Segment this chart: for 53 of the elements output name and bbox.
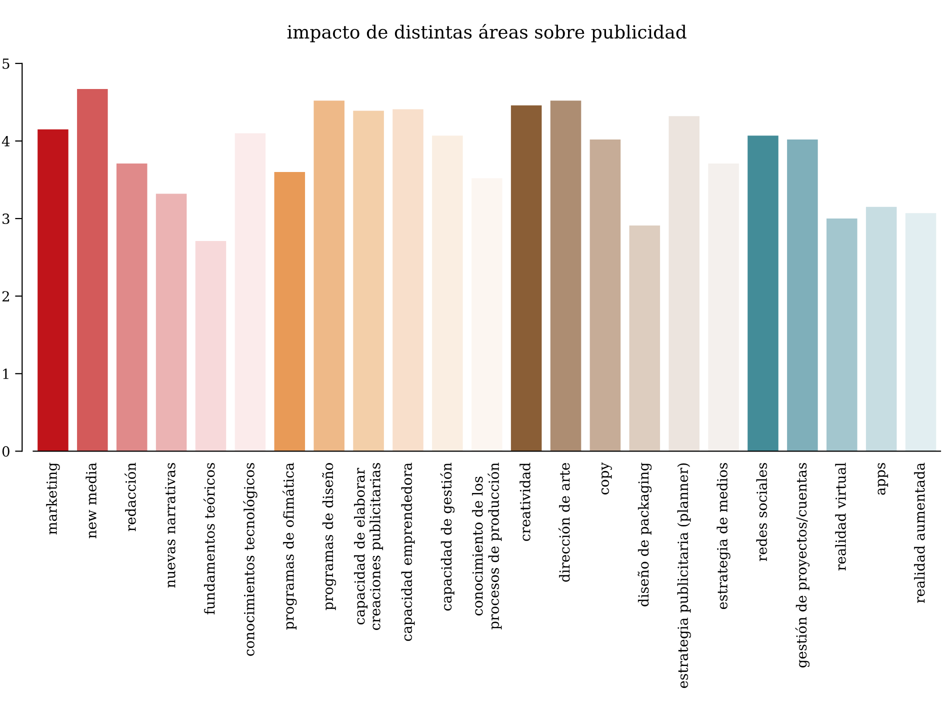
- x-tick-label: estrategia publicitaria (planner): [677, 463, 691, 688]
- x-tick-label: nuevas narrativas: [164, 463, 176, 588]
- bar: [471, 178, 502, 452]
- bar: [195, 241, 226, 452]
- x-tick-label: conocimiento de los procesos de producción: [472, 462, 502, 630]
- y-tick-label: 0: [2, 446, 10, 457]
- bar: [510, 105, 542, 452]
- y-tick-label: 2: [2, 291, 9, 302]
- bar: [905, 213, 936, 452]
- x-tick-label: creatividad: [520, 462, 530, 541]
- bar: [116, 163, 148, 452]
- x-tick-label: capacidad de elaborar creaciones publicitarias: [354, 463, 384, 630]
- bar: [826, 218, 858, 452]
- bar: [629, 226, 660, 452]
- x-tick-label: programas de ofimática: [282, 462, 297, 630]
- bar: [748, 136, 778, 452]
- bar: [668, 116, 700, 452]
- x-tick-label: dirección de arte: [558, 463, 570, 582]
- x-tick-label: new media: [86, 462, 96, 538]
- bar: [353, 110, 384, 452]
- x-tick-label: gestión de proyectos/cuentas: [795, 463, 810, 668]
- bar: [590, 139, 621, 452]
- y-tick-label: 5: [2, 58, 10, 69]
- x-tick-label: apps: [878, 463, 888, 495]
- bar: [77, 89, 108, 452]
- bar: [156, 194, 187, 452]
- x-tick-label: programas de diseño: [322, 463, 336, 610]
- bar: [708, 163, 739, 452]
- bar: [274, 172, 306, 452]
- y-tick-label: 4: [2, 136, 10, 146]
- bar: [234, 133, 266, 452]
- y-tick-label: 3: [2, 214, 10, 224]
- x-tick-label: realidad aumentada: [914, 462, 925, 603]
- x-tick-label: diseño de packaging: [638, 462, 652, 606]
- bar: [432, 136, 463, 452]
- y-tick-label: 1: [3, 368, 8, 379]
- x-tick-label: redes sociales: [756, 463, 768, 562]
- x-tick-label: marketing: [46, 462, 60, 534]
- x-tick-label: redacción: [124, 462, 136, 532]
- x-tick-label: copy: [601, 462, 612, 494]
- bar: [866, 206, 897, 452]
- x-tick-label: capacidad de gestión: [440, 462, 455, 611]
- bar: [392, 109, 424, 452]
- x-tick-label: realidad virtual: [835, 462, 846, 570]
- bar: [550, 100, 582, 452]
- bar: [787, 139, 818, 452]
- x-tick-label: capacidad emprendedora: [401, 462, 415, 641]
- chart-title: impacto de distintas áreas sobre publicidad: [287, 24, 686, 42]
- x-tick-label: fundamentos teóricos: [203, 463, 215, 614]
- bar: [314, 100, 344, 452]
- x-tick-label: estrategia de medios: [716, 463, 730, 610]
- bar: [38, 129, 68, 452]
- x-tick-label: conocimientos tecnológicos: [243, 463, 258, 656]
